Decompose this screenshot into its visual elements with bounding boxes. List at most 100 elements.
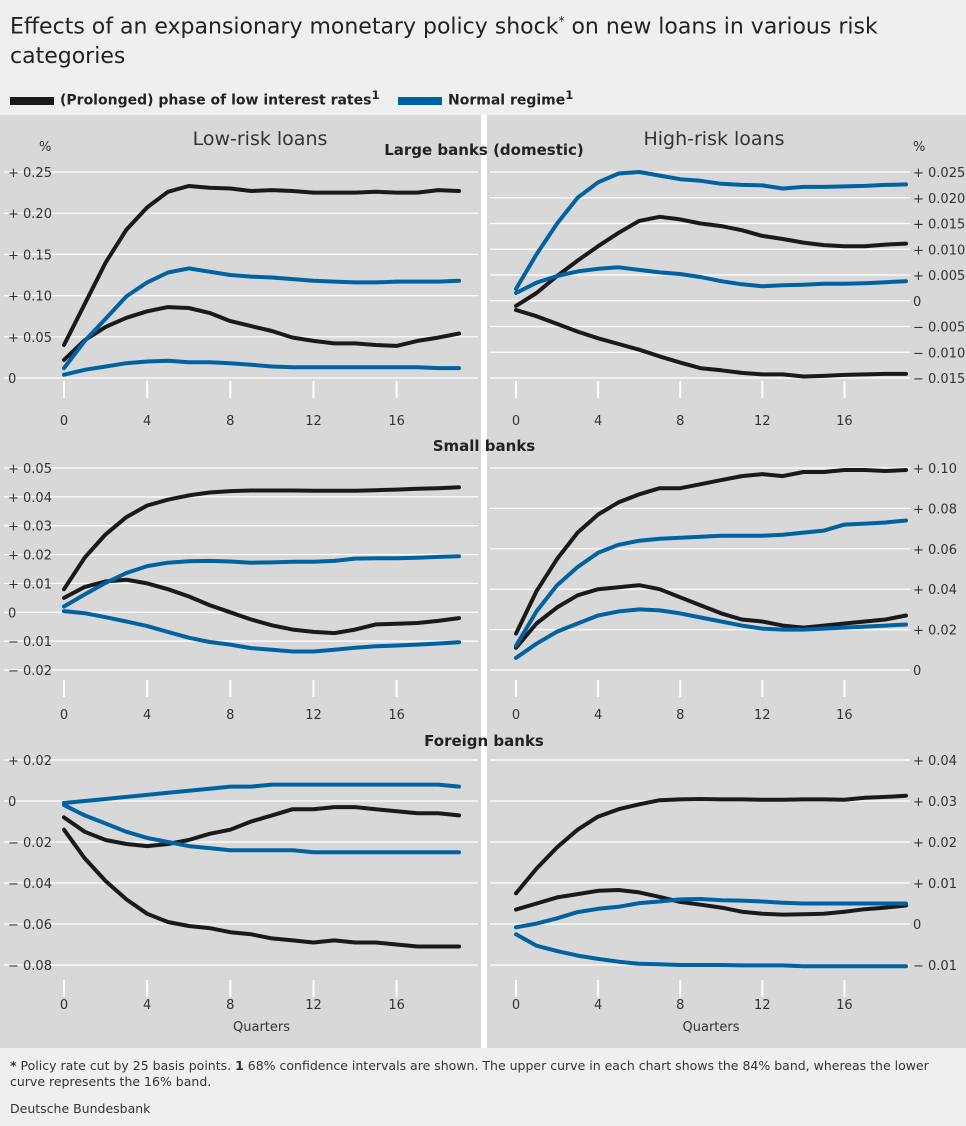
source: Deutsche Bundesbank — [10, 1101, 151, 1116]
series-line-low-rates-lower — [514, 888, 908, 917]
x-tick-label: 12 — [305, 414, 322, 429]
y-tick-label: + 0.03 — [8, 520, 52, 535]
x-tick-label: 8 — [226, 414, 234, 429]
y-tick-label: − 0.02 — [8, 836, 52, 851]
y-tick-label: − 0.04 — [8, 877, 52, 892]
x-tick-label: 12 — [754, 708, 771, 723]
y-tick-label: 0 — [8, 372, 16, 387]
series-line-low-rates-upper — [62, 805, 461, 849]
x-tick-label: 12 — [754, 414, 771, 429]
x-tick-label: 0 — [512, 708, 520, 723]
y-tick-label: + 0.02 — [8, 549, 52, 564]
x-tick-label: 4 — [143, 414, 151, 429]
y-tick-label: + 0.015 — [913, 218, 965, 233]
y-tick-label: + 0.05 — [8, 331, 52, 346]
legend-label-normal: Normal regime — [448, 92, 566, 109]
y-tick-label: + 0.06 — [913, 543, 957, 558]
x-tick-label: 0 — [60, 998, 68, 1013]
series-line-low-rates-upper — [62, 184, 461, 347]
x-tick-label: 12 — [305, 998, 322, 1013]
series-line-normal-upper — [514, 518, 908, 648]
series-line-normal-upper — [62, 782, 461, 805]
series-line-low-rates-upper — [514, 793, 908, 896]
x-tick-label: 16 — [836, 414, 853, 429]
unit-label-right: % — [913, 140, 925, 155]
x-tick-label: 16 — [388, 998, 405, 1013]
panel-divider — [481, 115, 487, 1048]
y-tick-label: + 0.01 — [8, 577, 52, 592]
x-tick-label: 4 — [143, 708, 151, 723]
y-tick-label: + 0.10 — [913, 462, 957, 477]
y-tick-label: − 0.005 — [913, 321, 965, 336]
x-tick-label: 16 — [388, 708, 405, 723]
legend-item-normal: Normal regime1 — [398, 86, 574, 109]
x-tick-label: 8 — [226, 708, 234, 723]
x-tick-label: 4 — [594, 414, 602, 429]
y-tick-label: − 0.015 — [913, 372, 965, 387]
y-tick-label: + 0.03 — [913, 795, 957, 810]
y-tick-label: − 0.01 — [8, 635, 52, 650]
chart-title-text-rest: on new loans in various risk categories — [10, 14, 878, 70]
x-tick-label: 0 — [60, 414, 68, 429]
y-tick-label: − 0.08 — [8, 959, 52, 974]
legend-item-low-rates: (Prolonged) phase of low interest rates1 — [10, 86, 380, 109]
x-tick-label: 0 — [60, 708, 68, 723]
chart-title: Effects of an expansionary monetary poli… — [10, 6, 950, 72]
y-tick-label: + 0.20 — [8, 207, 52, 222]
series-line-low-rates-lower — [62, 577, 461, 636]
series-line-low-rates-upper — [514, 468, 908, 636]
x-tick-label: 12 — [305, 708, 322, 723]
x-tick-label: 16 — [388, 414, 405, 429]
x-tick-label: 8 — [226, 998, 234, 1013]
row-title-0: Large banks (domestic) — [384, 141, 584, 159]
x-axis-label: Quarters — [233, 1020, 290, 1035]
column-title-low-risk: Low-risk loans — [193, 128, 328, 150]
footnote-marker: * — [10, 1058, 17, 1073]
x-tick-label: 4 — [143, 998, 151, 1013]
legend-label-low-rates: (Prolonged) phase of low interest rates — [60, 92, 372, 109]
footnote-number: 1 — [235, 1058, 244, 1073]
legend-swatch-normal — [398, 96, 442, 105]
footnote-text-rest: 68% confidence intervals are shown. The … — [10, 1058, 929, 1089]
x-tick-label: 8 — [676, 708, 684, 723]
y-tick-label: − 0.06 — [8, 918, 52, 933]
x-tick-label: 16 — [836, 998, 853, 1013]
footnote-text: Policy rate cut by 25 basis points. — [16, 1058, 236, 1073]
y-tick-label: + 0.04 — [913, 754, 957, 769]
series-line-normal-lower — [62, 609, 461, 654]
series-line-low-rates-lower — [514, 583, 908, 650]
series-line-normal-upper — [514, 897, 908, 930]
chart-title-text: Effects of an expansionary monetary poli… — [10, 14, 559, 40]
x-tick-label: 0 — [512, 414, 520, 429]
legend-footnote-marker: 1 — [565, 88, 574, 102]
row-title-1: Small banks — [433, 437, 536, 455]
footnote: * Policy rate cut by 25 basis points. 1 … — [10, 1058, 955, 1090]
y-tick-label: + 0.01 — [913, 877, 957, 892]
y-tick-label: + 0.04 — [8, 491, 52, 506]
y-tick-label: + 0.025 — [913, 166, 965, 181]
y-tick-label: + 0.10 — [8, 290, 52, 305]
y-tick-label: − 0.01 — [913, 959, 957, 974]
title-footnote-marker: * — [558, 14, 565, 28]
y-tick-label: + 0.02 — [8, 754, 52, 769]
y-tick-label: 0 — [8, 606, 16, 621]
unit-label-left: % — [39, 140, 51, 155]
legend-swatch-low-rates — [10, 96, 54, 105]
y-tick-label: + 0.02 — [913, 836, 957, 851]
y-tick-label: + 0.08 — [913, 502, 957, 517]
x-axis-label: Quarters — [683, 1020, 740, 1035]
series-line-low-rates-upper — [62, 485, 461, 592]
series-line-normal-lower — [514, 607, 908, 660]
row-title-2: Foreign banks — [424, 732, 544, 750]
series-line-normal-upper — [62, 266, 461, 371]
y-tick-label: + 0.010 — [913, 243, 965, 258]
y-tick-label: − 0.02 — [8, 664, 52, 679]
x-tick-label: 16 — [836, 708, 853, 723]
y-tick-label: + 0.005 — [913, 269, 965, 284]
y-tick-label: + 0.25 — [8, 166, 52, 181]
series-line-normal-lower — [62, 803, 461, 855]
x-tick-label: 8 — [676, 998, 684, 1013]
y-tick-label: + 0.020 — [913, 192, 965, 207]
y-tick-label: 0 — [8, 795, 16, 810]
